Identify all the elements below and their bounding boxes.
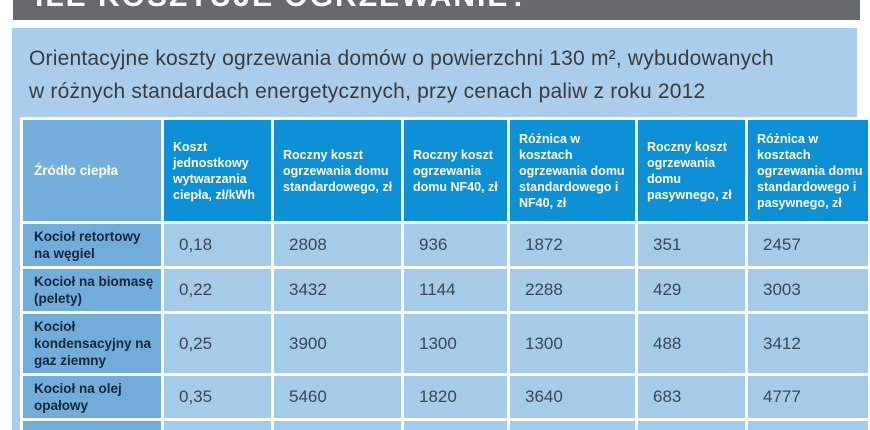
column-header: Roczny koszt ogrzewania domu standardowe… (274, 120, 401, 221)
cell-value: 3003 (748, 269, 868, 311)
intro-line-1: Orientacyjne koszty ogrzewania domów o p… (29, 47, 774, 70)
cell-value: 488 (638, 314, 745, 373)
cell-value: 4160 (510, 421, 635, 430)
cell-value: 0,40 (164, 421, 271, 430)
cell-value: 0,35 (164, 376, 271, 418)
row-label: Kocioł retortowy na węgiel (23, 224, 161, 266)
cell-value: 5460 (748, 421, 868, 430)
heating-costs-table: Źródło ciepła Koszt jednostkowy wytwarzan… (20, 117, 870, 430)
cell-value: 1300 (510, 314, 635, 373)
cell-value: 1872 (510, 224, 635, 266)
cell-value: 3432 (274, 269, 401, 311)
cell-value: 2288 (510, 269, 635, 311)
column-header: Różnica w kosztach ogrzewania domu stand… (748, 120, 868, 221)
table-row: Kocioł na olej opałowy 0,35 5460 1820 3640 68… (23, 376, 868, 418)
column-header: Różnica w kosztach ogrzewania domu stand… (510, 120, 635, 221)
cell-value: 780 (638, 421, 745, 430)
table-header-row: Źródło ciepła Koszt jednostkowy wytwarzan… (23, 120, 868, 221)
cell-value: 1820 (404, 376, 507, 418)
column-header-heat-source: Źródło ciepła (23, 120, 161, 221)
table-row: Kocioł retortowy na węgiel 0,18 2808 936 187… (23, 224, 868, 266)
column-header: Koszt jednostkowy wytwarzania ciepła, zł… (164, 120, 271, 221)
cell-value: 2457 (748, 224, 868, 266)
cell-value: 936 (404, 224, 507, 266)
cell-value: 0,25 (164, 314, 271, 373)
cell-value: 3900 (274, 314, 401, 373)
cell-value: 0,22 (164, 269, 271, 311)
cell-value: 6240 (274, 421, 401, 430)
cell-value: 1144 (404, 269, 507, 311)
intro-line-2: w różnych standardach energetycznych, pr… (29, 80, 706, 103)
row-label: Kocioł na olej opałowy (23, 376, 161, 418)
table-row: Kocioł na biomasę (pelety) 0,22 3432 1144 22… (23, 269, 868, 311)
cell-value: 351 (638, 224, 745, 266)
row-label: Kocioł kondensacyjny na gaz ziemny (23, 314, 161, 373)
column-header: Roczny koszt ogrzewania domu NF40, zł (404, 120, 507, 221)
table-row: Kocioł kondensacyjny na gaz ziemny 0,25 39… (23, 314, 868, 373)
cell-value: 683 (638, 376, 745, 418)
row-label: Kocioł na gaz (23, 421, 161, 430)
cell-value: 3640 (510, 376, 635, 418)
cell-value: 1300 (404, 314, 507, 373)
content-panel: Orientacyjne koszty ogrzewania domów o p… (12, 28, 870, 430)
table-row: Kocioł na gaz0,406240208041607805460 (23, 421, 868, 430)
cell-value: 429 (638, 269, 745, 311)
title-bar: ILE KOSZTUJE OGRZEWANIE? (13, 0, 860, 20)
page-title: ILE KOSZTUJE OGRZEWANIE? (13, 0, 860, 12)
cell-value: 4777 (748, 376, 868, 418)
cell-value: 2080 (404, 421, 507, 430)
intro-text: Orientacyjne koszty ogrzewania domów o p… (12, 28, 857, 108)
cell-value: 2808 (274, 224, 401, 266)
cell-value: 0,18 (164, 224, 271, 266)
cell-value: 5460 (274, 376, 401, 418)
cell-value: 3412 (748, 314, 868, 373)
row-label: Kocioł na biomasę (pelety) (23, 269, 161, 311)
column-header: Roczny koszt ogrzewania domu pasywnego, … (638, 120, 745, 221)
